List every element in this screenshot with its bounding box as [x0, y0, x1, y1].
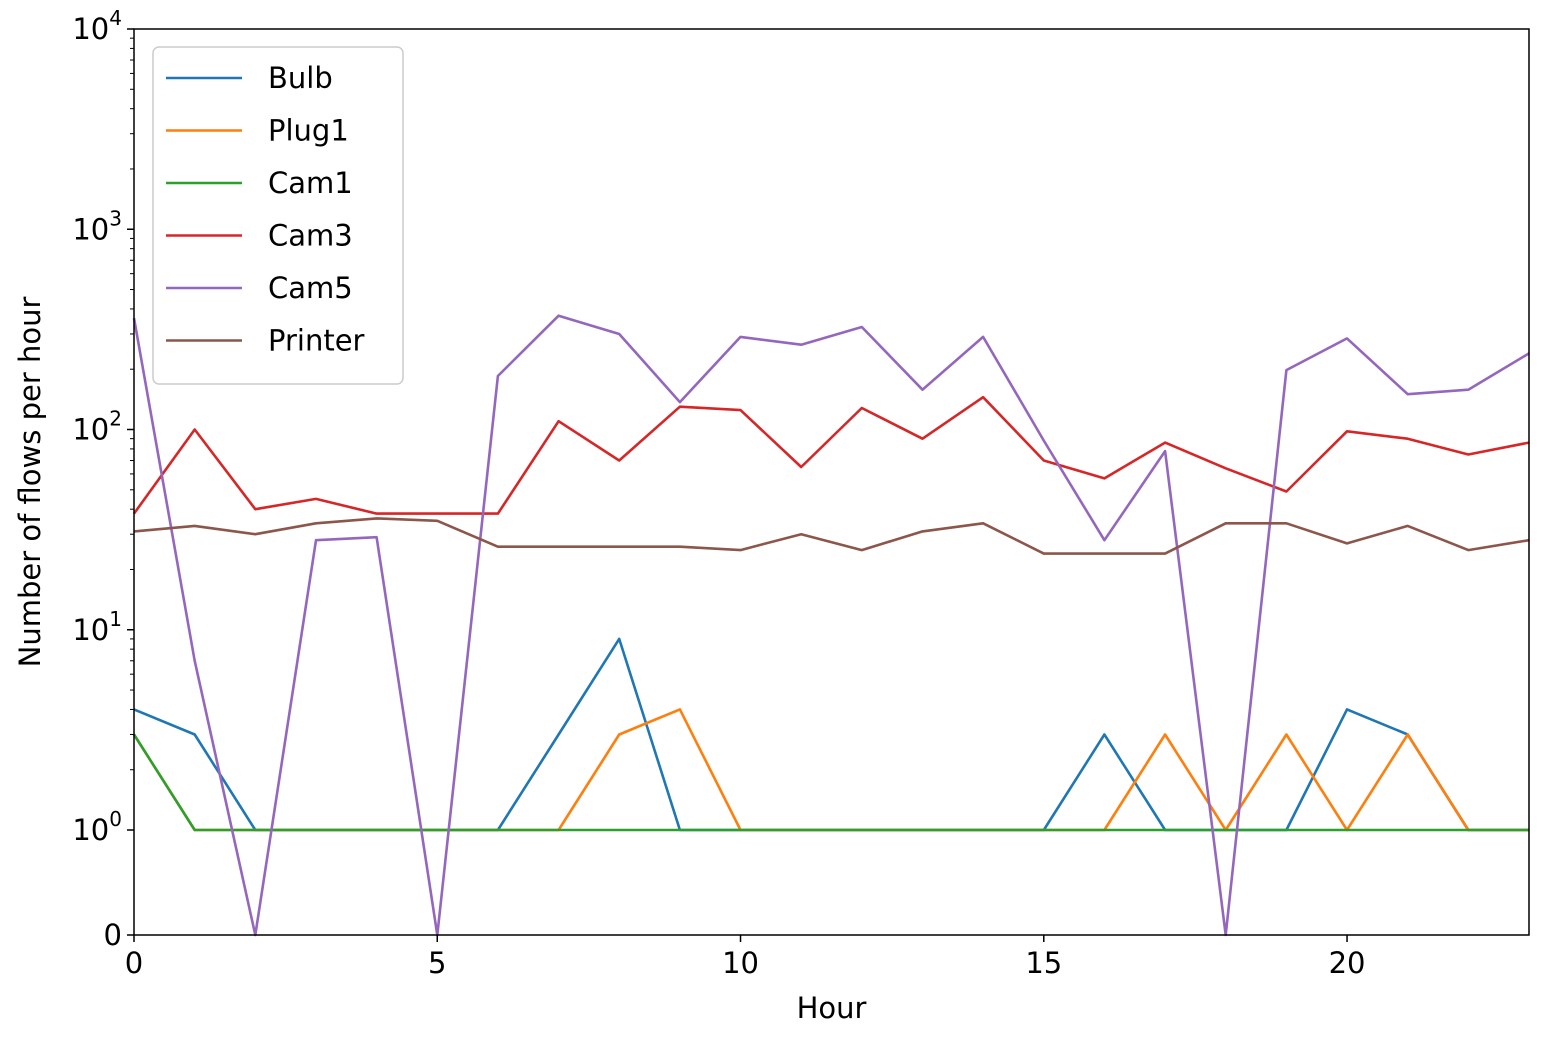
legend-label-printer: Printer	[268, 324, 365, 358]
y-tick-label: 0	[104, 918, 122, 952]
y-axis: 0 100 101 102 103 104	[72, 6, 134, 952]
series-line-bulb	[133, 637, 1529, 832]
x-tick-label: 15	[1025, 946, 1062, 980]
y-axis-label: Number of flows per hour	[13, 297, 47, 668]
x-axis: 0 5 10 15 20	[125, 935, 1366, 980]
x-axis-label: Hour	[797, 991, 867, 1025]
x-tick-label: 10	[722, 946, 759, 980]
legend-label-plug1: Plug1	[268, 114, 349, 148]
y-tick-label: 101	[72, 607, 122, 647]
series-line-plug1	[132, 708, 1529, 832]
series-layer	[132, 314, 1530, 937]
legend-label-cam5: Cam5	[268, 271, 353, 305]
series-line-printer	[133, 517, 1530, 555]
legend-label-cam3: Cam3	[268, 219, 353, 253]
x-tick-label: 5	[428, 946, 446, 980]
x-tick-label: 0	[125, 946, 143, 980]
y-tick-label: 103	[72, 206, 122, 246]
legend-label-cam1: Cam1	[268, 166, 353, 200]
x-tick-label: 20	[1329, 946, 1366, 980]
y-tick-label: 104	[72, 6, 122, 46]
legend-label-bulb: Bulb	[268, 61, 333, 95]
y-tick-label: 100	[72, 807, 122, 847]
legend: Bulb Plug1 Cam1 Cam3 Cam5 Printer	[152, 46, 404, 385]
series-line-cam5	[132, 314, 1530, 937]
y-tick-label: 102	[72, 407, 122, 447]
series-line-cam3	[132, 395, 1530, 515]
plot-frame	[133, 28, 1530, 936]
series-line-cam1	[132, 733, 1529, 832]
